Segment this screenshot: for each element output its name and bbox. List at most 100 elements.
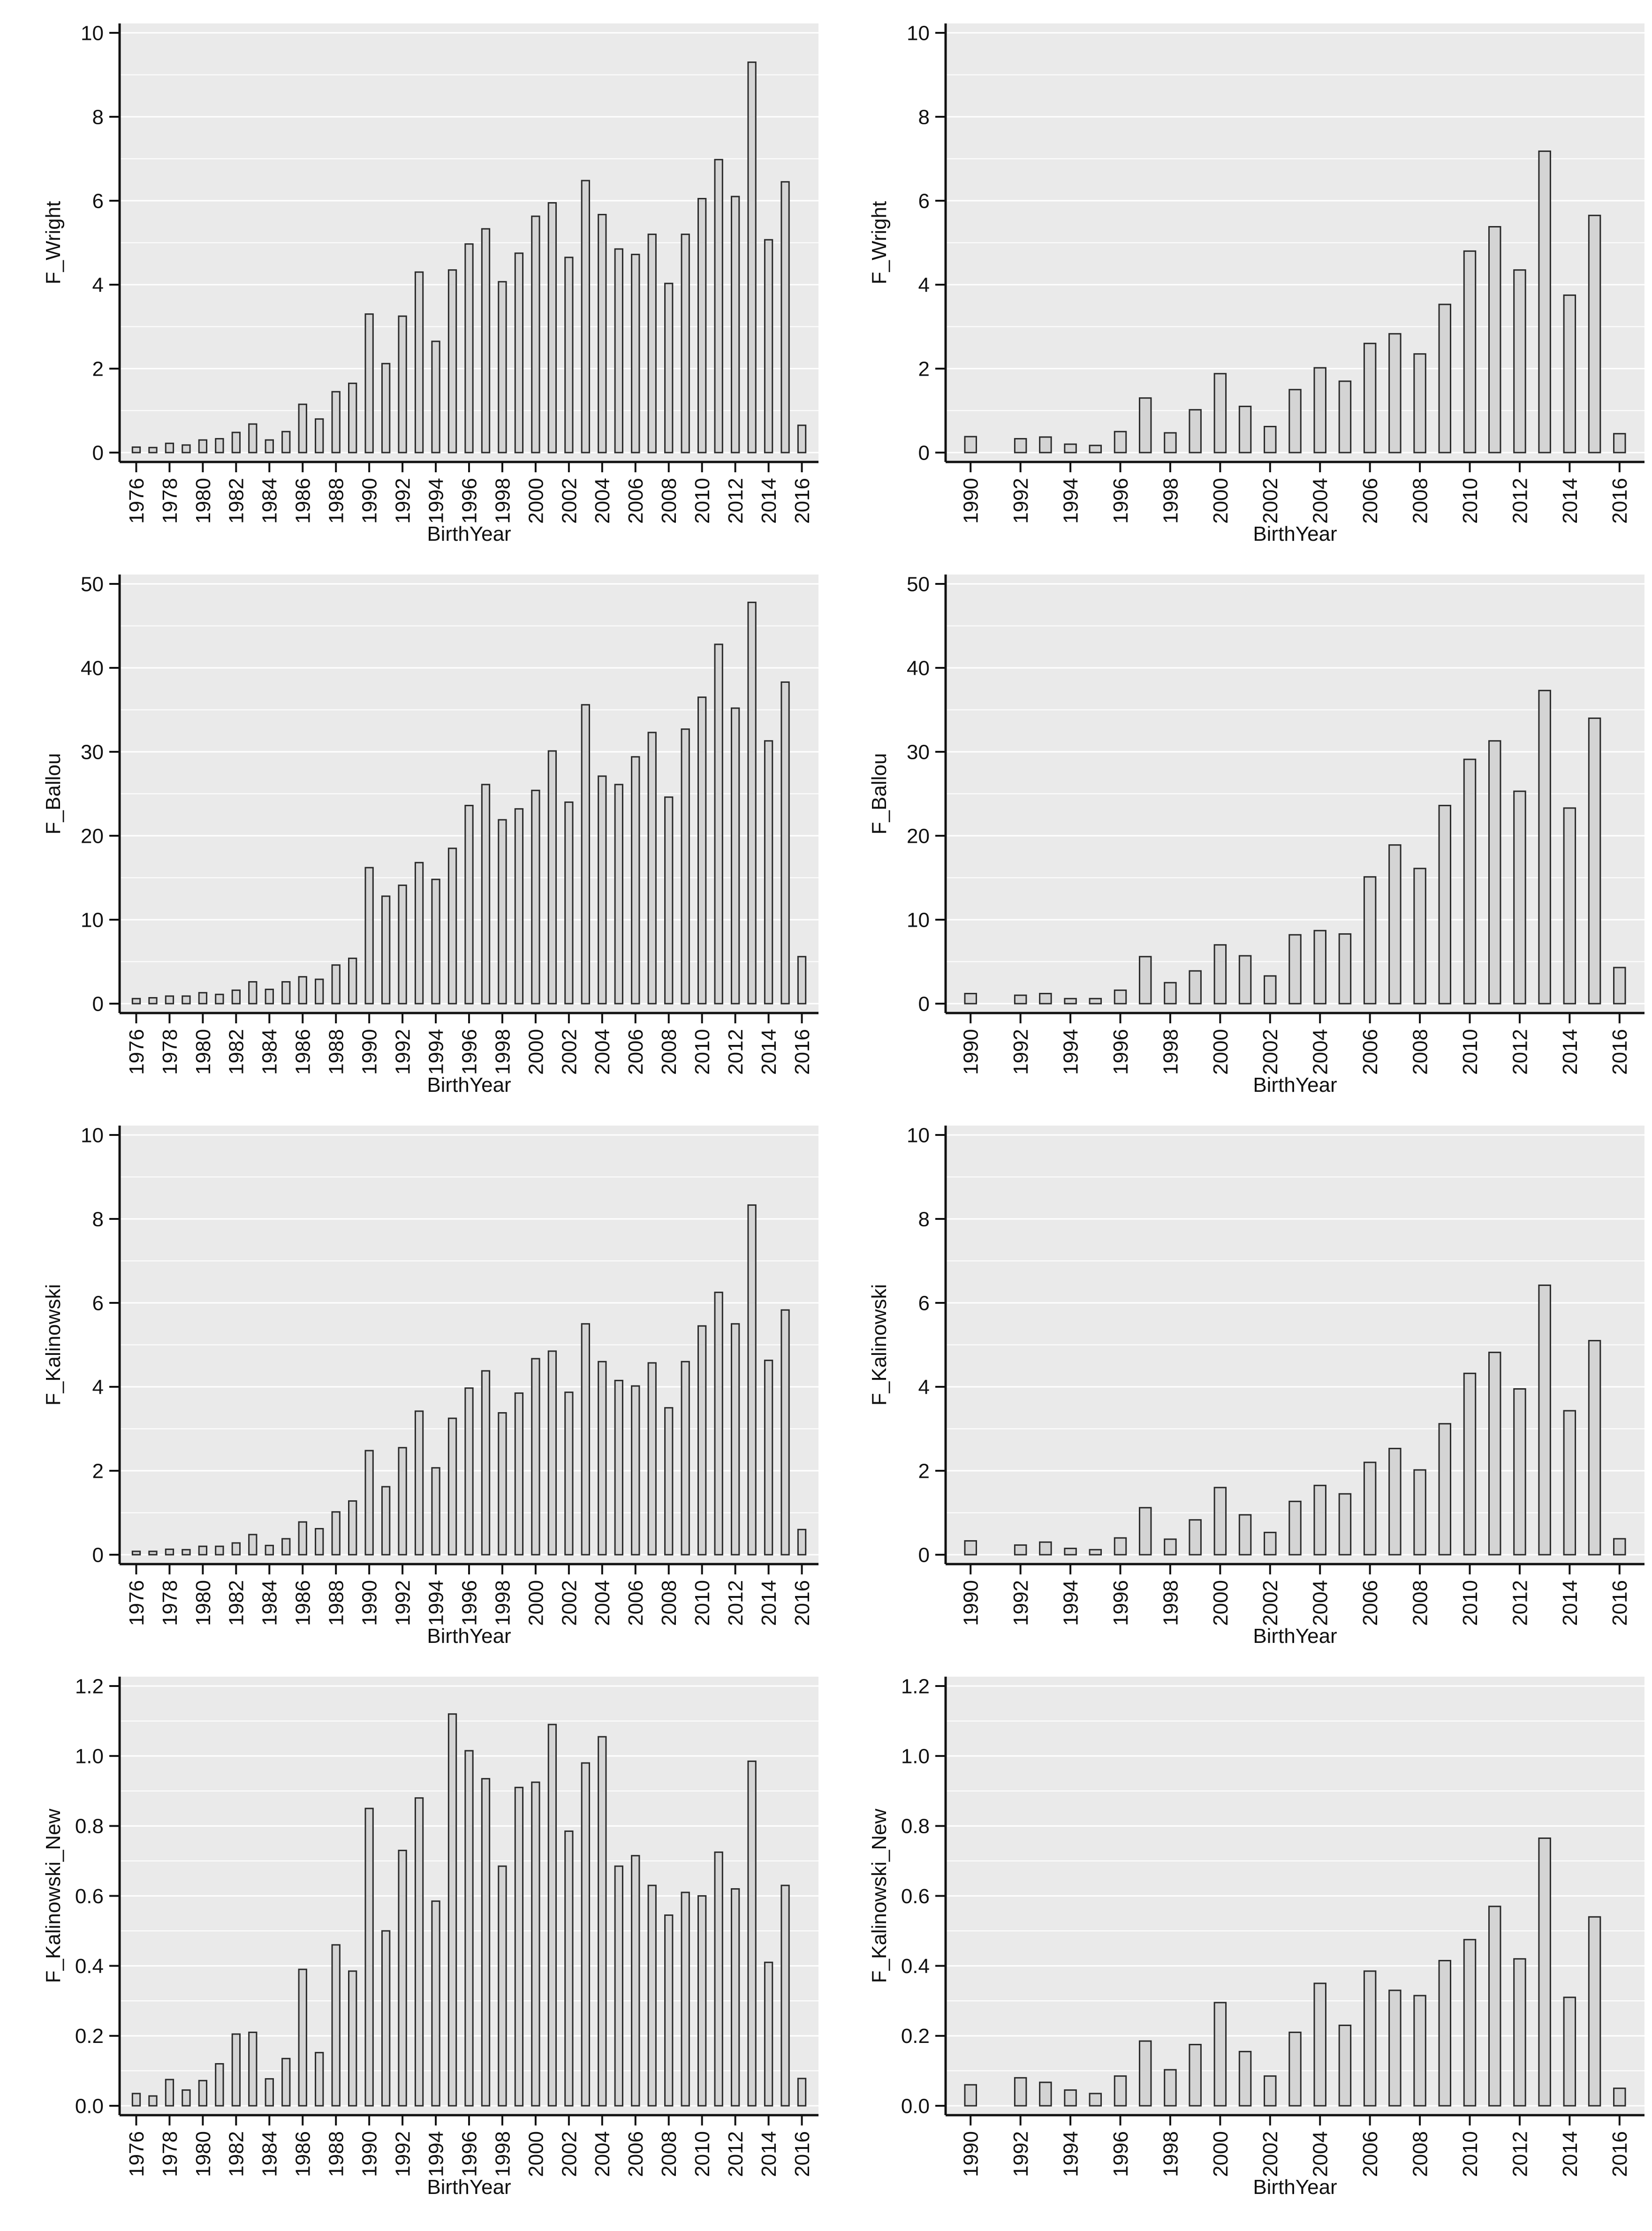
bar-2005 (1338, 1493, 1352, 1556)
bar-1996 (464, 1387, 474, 1556)
x-tick-label: 2008 (658, 1029, 681, 1075)
bar-1983 (248, 423, 258, 454)
bar-2002 (1264, 975, 1277, 1005)
chart-panel-8: 0.0 0.2 0.4 0.6 0.8 1.0 1.2 1990 1992 1994 1996 199… (868, 1675, 1644, 2199)
bar-2003 (1288, 934, 1302, 1005)
x-tick-label: 2008 (658, 2131, 681, 2177)
bar-1999 (1189, 1519, 1202, 1556)
bar-2002 (564, 801, 574, 1005)
bar-2006 (631, 254, 640, 454)
x-tick-label: 2010 (1459, 1580, 1482, 1626)
x-tick-label: 1994 (424, 478, 447, 524)
bar-1996 (1114, 1537, 1127, 1556)
y-tick-label: 4 (92, 1376, 104, 1399)
bar-2013 (747, 1204, 757, 1556)
bar-2007 (647, 732, 657, 1005)
x-tick-label: 1980 (192, 478, 215, 524)
bar-2003 (581, 180, 590, 454)
x-tick-label: 2012 (1508, 1580, 1531, 1626)
x-tick-label: 1994 (424, 1580, 447, 1626)
bar-2015 (781, 681, 790, 1005)
bar-2011 (714, 1292, 723, 1556)
bar-1976 (131, 2093, 141, 2107)
bar-1999 (1189, 970, 1202, 1005)
x-tick-label: 2014 (1559, 478, 1582, 524)
bar-2000 (531, 1781, 540, 2107)
bar-2008 (664, 796, 674, 1005)
y-tick-label: 1.0 (75, 1745, 104, 1768)
x-tick-label: 2002 (1259, 2131, 1282, 2177)
bar-2004 (598, 1736, 607, 2107)
y-tick-label: 2 (918, 1460, 930, 1482)
bar-2008 (664, 1914, 674, 2107)
bar-1991 (381, 1930, 391, 2107)
bar-2016 (797, 956, 807, 1005)
bar-2011 (1488, 1906, 1501, 2107)
y-tick-label: 0.0 (75, 2095, 104, 2118)
bar-1993 (1039, 2081, 1052, 2107)
x-tick-label: 1978 (159, 1029, 182, 1075)
bar-2011 (1488, 740, 1501, 1005)
bar-1994 (431, 1467, 440, 1556)
x-tick-label: 1996 (458, 478, 481, 524)
bar-1998 (1164, 2069, 1177, 2107)
bar-1992 (398, 1850, 407, 2107)
bar-2002 (564, 1392, 574, 1556)
x-tick-label: 2000 (524, 2131, 547, 2177)
bar-2010 (697, 1895, 707, 2107)
y-tick-label: 6 (918, 1292, 930, 1315)
bar-2016 (1613, 1538, 1626, 1556)
bar-2016 (797, 1528, 807, 1556)
bar-1977 (148, 997, 158, 1005)
y-tick-label: 10 (81, 908, 104, 931)
x-tick-label: 2004 (1309, 1029, 1332, 1075)
bar-2012 (1513, 1388, 1526, 1556)
bar-1993 (414, 271, 424, 454)
bar-1996 (464, 1750, 474, 2107)
bar-1995 (1089, 445, 1102, 454)
x-tick-label: 2002 (558, 1580, 581, 1626)
bar-2016 (797, 424, 807, 454)
x-tick-label: 2008 (1409, 478, 1432, 524)
bar-2010 (697, 198, 707, 454)
bar-1984 (265, 1544, 274, 1556)
bar-1997 (1138, 1507, 1152, 1556)
x-tick-label: 2006 (1359, 478, 1382, 524)
y-tick-label: 4 (918, 1376, 930, 1399)
bar-1986 (298, 1968, 307, 2107)
x-tick-label: 1992 (391, 1580, 414, 1626)
bar-2016 (1613, 433, 1626, 454)
bar-2014 (1563, 807, 1576, 1005)
x-tick-label: 2010 (691, 478, 714, 524)
bar-1996 (1114, 2075, 1127, 2107)
bar-1995 (447, 1417, 457, 1556)
x-tick-label: 2010 (1459, 2131, 1482, 2177)
y-tick-label: 6 (92, 189, 104, 212)
bar-2012 (730, 1888, 740, 2107)
bar-2015 (1588, 214, 1601, 454)
x-tick-label: 1994 (424, 1029, 447, 1075)
bar-2001 (1238, 406, 1252, 454)
bar-2005 (614, 1865, 623, 2107)
bar-2004 (598, 775, 607, 1005)
y-tick-label: 0.4 (901, 1955, 930, 1978)
bar-2010 (1463, 1372, 1477, 1556)
bar-2014 (764, 1360, 773, 1556)
bar-1994 (1064, 2089, 1077, 2107)
y-tick-label: 8 (92, 106, 104, 129)
bar-1977 (148, 2095, 158, 2107)
x-tick-label: 1996 (1109, 2131, 1132, 2177)
x-tick-label: 1990 (358, 478, 381, 524)
bar-1990 (964, 436, 977, 454)
x-tick-label: 1992 (391, 478, 414, 524)
x-tick-label: 2000 (1209, 1029, 1232, 1075)
bar-1979 (182, 1549, 191, 1556)
bar-1989 (348, 1970, 357, 2107)
bar-1999 (514, 808, 524, 1005)
bar-2013 (1538, 689, 1551, 1005)
bar-2014 (1563, 1410, 1576, 1556)
y-tick-label: 10 (907, 908, 930, 931)
bar-2000 (531, 789, 540, 1005)
y-axis-title: F_Ballou (868, 753, 891, 835)
bar-1977 (148, 1550, 158, 1556)
